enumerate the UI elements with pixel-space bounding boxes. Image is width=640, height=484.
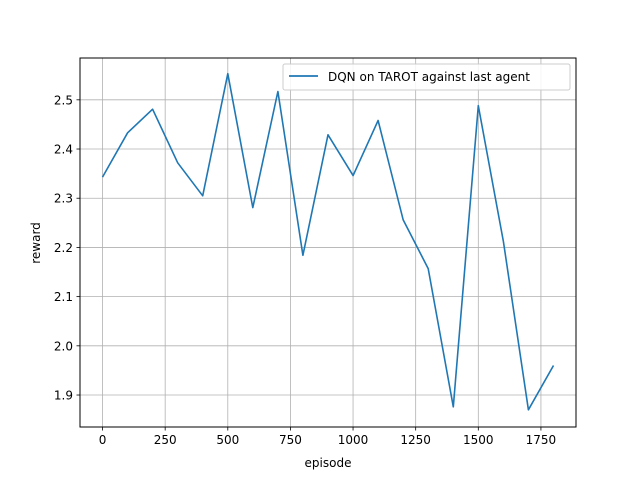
grid-lines <box>80 58 576 427</box>
y-axis-label: reward <box>29 222 43 264</box>
plot-area <box>80 58 576 427</box>
series-line <box>101 72 555 411</box>
y-tick-label: 1.9 <box>54 389 73 403</box>
legend: DQN on TAROT against last agent <box>282 63 571 91</box>
y-tick-label: 2.5 <box>54 93 73 107</box>
y-tick-label: 2.1 <box>54 290 73 304</box>
x-tick-label: 500 <box>216 433 239 447</box>
plot-frame <box>79 57 577 428</box>
y-axis-ticks: 1.9 2.0 2.1 2.2 2.3 2.4 2.5 <box>54 93 80 403</box>
legend-label: DQN on TAROT against last agent <box>328 70 530 84</box>
x-tick-label: 0 <box>99 433 107 447</box>
x-tick-label: 1250 <box>400 433 431 447</box>
x-tick-label: 1000 <box>338 433 369 447</box>
legend-box <box>282 63 571 91</box>
y-tick-label: 2.2 <box>54 241 73 255</box>
x-axis-label: episode <box>305 456 352 470</box>
x-tick-label: 1500 <box>463 433 494 447</box>
y-tick-label: 2.0 <box>54 339 73 353</box>
series-lines <box>101 72 555 411</box>
y-tick-label: 2.3 <box>54 192 73 206</box>
x-tick-label: 250 <box>154 433 177 447</box>
x-tick-label: 1750 <box>526 433 557 447</box>
y-tick-label: 2.4 <box>54 143 73 157</box>
x-tick-label: 750 <box>279 433 302 447</box>
x-axis-ticks: 0 250 500 750 1000 1250 1500 1750 <box>99 427 556 447</box>
